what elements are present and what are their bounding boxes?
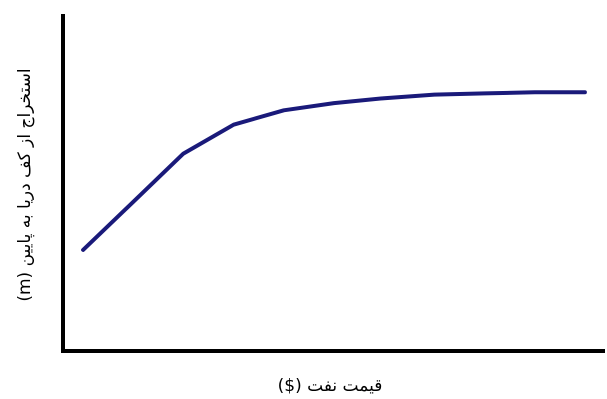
y-axis-label: استخراج از کف دریا به پایین (m) xyxy=(15,68,35,301)
x-axis-label: قیمت نفت ($) xyxy=(278,376,383,396)
series-layer xyxy=(81,90,587,252)
axes xyxy=(61,14,605,353)
series-line-0 xyxy=(81,90,587,252)
